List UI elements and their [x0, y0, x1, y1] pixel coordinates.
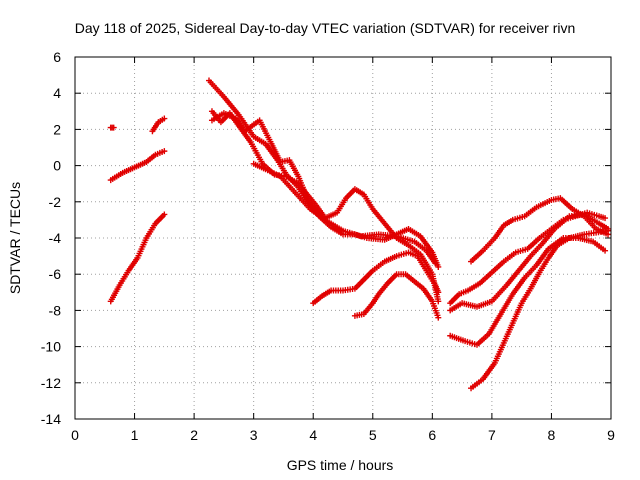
data-point: [435, 289, 442, 296]
series-s15: [468, 227, 612, 392]
x-tick-label: 5: [369, 427, 377, 443]
series-s1: [107, 148, 168, 184]
series-s14: [468, 195, 612, 265]
x-tick-label: 8: [548, 427, 556, 443]
data-point: [161, 148, 168, 155]
data-point: [432, 260, 439, 267]
x-tick-label: 0: [71, 427, 79, 443]
series-s9: [250, 160, 439, 267]
x-axis-label: GPS time / hours: [287, 457, 394, 473]
data-point: [161, 115, 168, 122]
series-s12: [447, 211, 612, 314]
y-tick-label: -10: [41, 339, 61, 355]
y-tick-label: 4: [53, 85, 61, 101]
y-tick-label: -12: [41, 375, 61, 391]
data-point: [602, 215, 609, 222]
x-tick-label: 6: [428, 427, 436, 443]
chart-title: Day 118 of 2025, Sidereal Day-to-day VTE…: [75, 20, 576, 36]
y-tick-label: -4: [49, 230, 62, 246]
x-tick-label: 7: [488, 427, 496, 443]
series-s2: [107, 211, 168, 305]
y-tick-label: -8: [49, 302, 62, 318]
series-s7: [208, 108, 442, 305]
y-tick-label: -2: [49, 194, 62, 210]
series-s13: [447, 235, 609, 348]
data-points: [107, 77, 612, 392]
x-tick-label: 1: [131, 427, 139, 443]
series-s8: [310, 249, 442, 307]
axis-ticks: [74, 56, 612, 420]
y-axis-label: SDTVAR / TECUs: [7, 182, 23, 294]
x-tick-label: 3: [250, 427, 258, 443]
x-tick-label: 9: [607, 427, 615, 443]
data-point: [605, 227, 612, 234]
data-point: [110, 124, 117, 131]
series-s3: [107, 124, 117, 131]
y-tick-label: -14: [41, 411, 61, 427]
x-tick-label: 4: [309, 427, 317, 443]
data-point: [435, 263, 442, 270]
x-tick-label: 2: [190, 427, 198, 443]
y-tick-label: 0: [53, 158, 61, 174]
y-tick-label: 6: [53, 49, 61, 65]
data-point: [435, 314, 442, 321]
data-point: [161, 211, 168, 218]
data-point: [435, 298, 442, 305]
y-tick-label: 2: [53, 121, 61, 137]
series-s4: [149, 115, 168, 135]
x-tick-labels: 0 1 2 3 4 5 6 7 8 9: [71, 427, 615, 443]
series-s10: [351, 271, 442, 321]
grid-lines: [75, 57, 611, 419]
y-tick-label: -6: [49, 266, 62, 282]
data-point: [602, 247, 609, 254]
y-tick-labels: -14 -12 -10 -8 -6 -4 -2 0 2 4 6: [41, 49, 61, 427]
